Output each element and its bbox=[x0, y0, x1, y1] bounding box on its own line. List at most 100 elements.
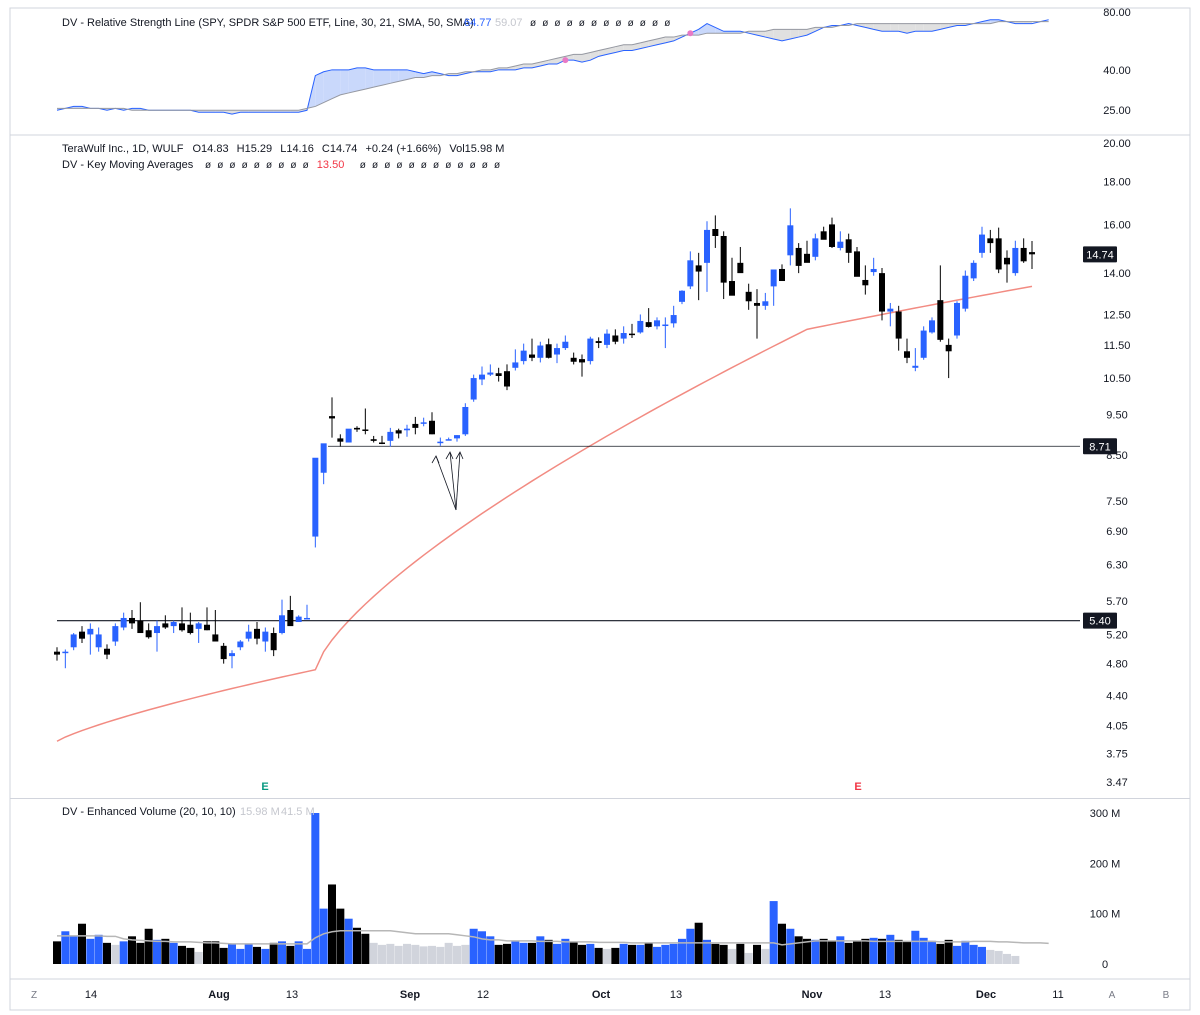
volume-bar bbox=[194, 951, 203, 964]
ohlc-high: H15.29 bbox=[237, 143, 272, 155]
ohlc-change: +0.24 (+1.66%) bbox=[365, 143, 441, 155]
annotation-arrow-head bbox=[455, 451, 464, 460]
rs-fill-segment bbox=[907, 23, 916, 34]
volume-bar bbox=[519, 942, 528, 964]
candle-body bbox=[179, 623, 185, 631]
earnings-marker[interactable]: E bbox=[261, 781, 268, 793]
na-glyph: ø bbox=[266, 160, 272, 171]
volume-legend[interactable]: DV - Enhanced Volume (20, 10, 10) 15.98 … bbox=[62, 806, 315, 818]
candle-body bbox=[1020, 247, 1027, 262]
candle-body bbox=[512, 362, 519, 368]
rs-fill-segment bbox=[340, 69, 349, 95]
rs-line bbox=[56, 19, 1049, 115]
volume-bar bbox=[661, 944, 670, 964]
rs-fill-segment bbox=[315, 71, 324, 107]
na-glyph: ø bbox=[303, 160, 309, 171]
log-scale-button[interactable]: B bbox=[1163, 990, 1170, 1001]
candle-body bbox=[645, 322, 652, 327]
volume-bar bbox=[828, 940, 836, 964]
ohlc-volume: Vol15.98 M bbox=[449, 143, 504, 155]
reset-zoom-button[interactable]: Z bbox=[31, 990, 37, 1001]
rs-fill-segment bbox=[940, 23, 949, 30]
candle-body bbox=[579, 359, 585, 363]
volume-bar bbox=[944, 939, 953, 964]
rs-price-axis[interactable]: 80.00 40.00 25.00 bbox=[1103, 7, 1131, 117]
volume-bar bbox=[478, 931, 486, 964]
candle-body bbox=[429, 420, 435, 435]
candle-body bbox=[620, 333, 627, 339]
volume-bar bbox=[911, 930, 920, 964]
rs-fill-segment bbox=[898, 23, 907, 34]
price-axis-label: 7.50 bbox=[1106, 496, 1127, 508]
volume-bar bbox=[361, 933, 370, 964]
volume-bar bbox=[61, 931, 70, 964]
rs-fill-segment bbox=[782, 29, 791, 41]
candle-body bbox=[870, 268, 877, 273]
time-axis[interactable]: 14 Aug 13 Sep 12 Oct 13 Nov 13 Dec 11 bbox=[85, 989, 1064, 1001]
volume-bar bbox=[878, 938, 886, 964]
candle-body bbox=[845, 239, 852, 253]
candle-body bbox=[487, 372, 494, 375]
rs-panel[interactable]: DV - Relative Strength Line (SPY, SPDR S… bbox=[56, 7, 1131, 117]
candle-body bbox=[112, 626, 119, 642]
candle-body bbox=[895, 311, 902, 339]
candle-body bbox=[420, 422, 427, 424]
na-glyph: ø bbox=[628, 18, 634, 29]
candle-body bbox=[887, 308, 894, 312]
candle-body bbox=[545, 344, 552, 358]
candle-body bbox=[879, 273, 885, 312]
volume-bar bbox=[344, 918, 353, 964]
candle-body bbox=[70, 634, 77, 648]
na-glyph: ø bbox=[229, 160, 235, 171]
candle-body bbox=[404, 428, 410, 431]
candle-body bbox=[95, 634, 102, 648]
rs-ma-line bbox=[57, 21, 1049, 111]
candle-body bbox=[470, 378, 477, 400]
rs-fill-segment bbox=[357, 67, 366, 92]
earnings-marker[interactable]: E bbox=[854, 781, 861, 793]
candle-body bbox=[570, 357, 577, 362]
candle-body bbox=[954, 302, 960, 336]
volume-bar bbox=[511, 941, 520, 964]
volume-axis-label: 100 M bbox=[1090, 909, 1121, 921]
candle-body bbox=[1012, 247, 1019, 274]
price-legend[interactable]: TeraWulf Inc., 1D, WULF O14.83 H15.29 L1… bbox=[62, 143, 504, 171]
volume-bar bbox=[594, 947, 603, 964]
na-glyph: ø bbox=[384, 160, 390, 171]
ma-value: 13.50 bbox=[317, 159, 345, 171]
volume-bar bbox=[211, 941, 220, 964]
volume-bar bbox=[328, 884, 336, 964]
candle-body bbox=[120, 617, 127, 628]
volume-bar bbox=[561, 938, 570, 964]
volume-bar bbox=[886, 934, 895, 964]
volume-bar bbox=[994, 950, 1003, 964]
candle-body bbox=[804, 253, 810, 263]
candle-body bbox=[79, 631, 85, 639]
volume-axis[interactable]: 300 M 200 M 100 M 0 bbox=[1090, 808, 1121, 971]
rs-fill-segment bbox=[548, 58, 557, 65]
rs-legend[interactable]: DV - Relative Strength Line (SPY, SPDR S… bbox=[62, 17, 670, 29]
volume-bar bbox=[269, 942, 278, 964]
volume-bar bbox=[461, 944, 470, 964]
candle-body bbox=[262, 631, 269, 642]
rs-fill-segment bbox=[382, 69, 391, 86]
volume-bar bbox=[261, 948, 270, 964]
candle-body bbox=[154, 626, 160, 634]
price-axis-label: 5.70 bbox=[1106, 596, 1127, 608]
volume-bar bbox=[153, 939, 161, 964]
price-axis[interactable]: 20.00 18.00 16.00 14.00 12.50 11.50 10.50 9.50 8… bbox=[1083, 138, 1131, 789]
volume-bar bbox=[294, 941, 303, 964]
rs-fill-segment bbox=[890, 23, 899, 32]
auto-scale-button[interactable]: A bbox=[1109, 990, 1116, 1001]
volume-bar bbox=[728, 948, 736, 964]
rs-fill-segment bbox=[407, 69, 416, 80]
rs-fill-segment bbox=[590, 50, 599, 61]
volume-bar bbox=[253, 946, 261, 964]
volume-bar bbox=[769, 901, 778, 964]
volume-bar bbox=[53, 941, 61, 964]
volume-panel[interactable]: DV - Enhanced Volume (20, 10, 10) 15.98 … bbox=[53, 806, 1120, 971]
volume-bar bbox=[494, 944, 503, 964]
volume-bar bbox=[653, 946, 661, 964]
